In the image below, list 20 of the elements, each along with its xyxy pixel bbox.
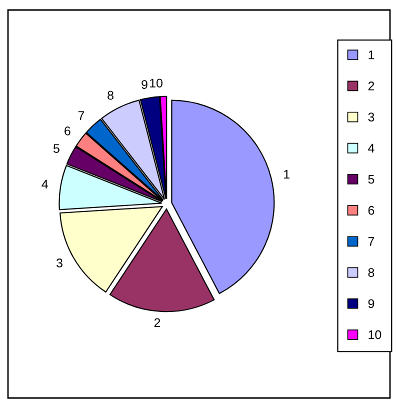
slice-label: 10 <box>150 78 162 88</box>
legend-label: 4 <box>368 144 374 152</box>
slice-label: 3 <box>56 258 62 268</box>
legend-label: 8 <box>368 268 374 277</box>
legend-label: 3 <box>368 112 374 122</box>
slice-label: 4 <box>42 180 48 188</box>
slice-label: 9 <box>142 80 148 89</box>
legend-label: 7 <box>368 237 374 246</box>
slice-label: 1 <box>284 170 290 179</box>
slice-label: 6 <box>64 126 70 136</box>
slice-label: 8 <box>108 90 114 100</box>
slice-label: 5 <box>53 144 60 153</box>
legend-label: 6 <box>368 206 374 215</box>
legend-label: 10 <box>368 330 382 340</box>
slice-label: 7 <box>78 111 84 120</box>
legend-label: 9 <box>368 299 374 308</box>
legend-label: 5 <box>368 174 374 184</box>
legend-label: 2 <box>368 82 374 90</box>
slice-label: 2 <box>154 318 160 327</box>
legend-label: 1 <box>368 50 374 60</box>
